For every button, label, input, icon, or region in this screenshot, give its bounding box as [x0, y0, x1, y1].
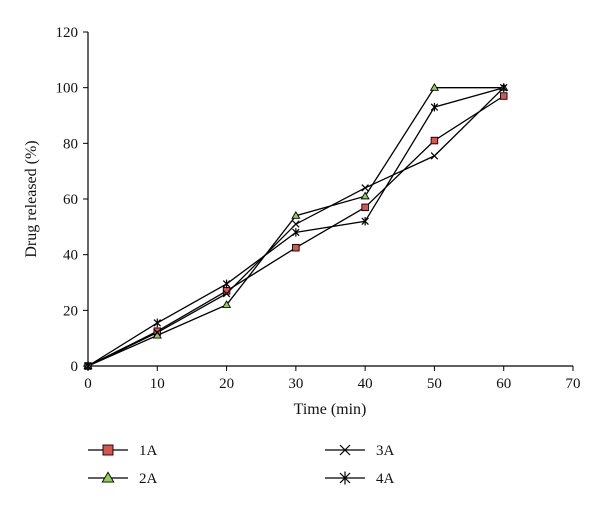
data-point-4a	[361, 216, 369, 226]
y-tick-label: 60	[63, 192, 78, 208]
data-point-4a	[222, 279, 231, 289]
data-point-4a	[430, 102, 439, 112]
data-point-2a	[221, 300, 232, 308]
data-point-3a	[430, 152, 439, 160]
legend-item-3a: 3A	[325, 443, 395, 459]
y-tick-label: 80	[63, 136, 78, 152]
data-point-3a	[153, 328, 162, 337]
y-tick-label: 120	[56, 25, 79, 41]
legend-label: 3A	[376, 443, 395, 459]
legend-marker-4a	[339, 471, 351, 485]
data-point-4a	[292, 228, 300, 237]
legend-item-1a: 1A	[88, 443, 158, 459]
data-point-2a	[429, 82, 440, 91]
legend-label: 4A	[376, 471, 395, 487]
legend-label: 2A	[139, 471, 158, 487]
data-point-3a	[292, 220, 300, 228]
legend: 1A 2A 3A 4A	[88, 443, 395, 487]
y-tick-label: 20	[63, 303, 78, 319]
y-tick-label: 40	[63, 248, 78, 264]
data-point-1a	[292, 243, 300, 252]
x-tick-label: 0	[84, 376, 92, 392]
y-tick-label: 0	[71, 359, 79, 375]
x-tick-label: 10	[150, 376, 165, 392]
x-tick-label: 50	[427, 376, 442, 392]
data-point-1a	[499, 92, 508, 100]
series-lines	[87, 87, 505, 367]
data-point-2a	[291, 211, 301, 219]
series-markers	[83, 82, 509, 371]
x-tick-label: 20	[219, 376, 234, 392]
y-tick-label: 100	[56, 81, 79, 97]
data-point-4a	[84, 361, 92, 371]
series-line-4a	[87, 87, 504, 367]
data-point-3a	[222, 289, 231, 298]
x-tick-label: 60	[496, 376, 511, 392]
legend-label: 1A	[139, 443, 158, 459]
data-point-4a	[499, 83, 508, 92]
legend-item-4a: 4A	[325, 471, 395, 487]
data-point-2a	[360, 191, 370, 200]
x-axis-title: Time (min)	[294, 401, 367, 418]
axes	[87, 32, 573, 367]
x-tick-label: 40	[358, 376, 373, 392]
series-line-3a	[87, 87, 505, 367]
legend-marker-1a	[102, 444, 114, 456]
x-tick-label: 30	[288, 376, 303, 392]
data-point-1a	[430, 136, 439, 145]
data-point-3a	[361, 184, 369, 192]
data-point-4a	[153, 318, 162, 328]
legend-marker-2a	[101, 471, 115, 483]
legend-item-2a: 2A	[88, 471, 158, 487]
data-point-1a	[361, 203, 369, 212]
legend-marker-3a	[339, 444, 351, 456]
x-tick-label: 70	[566, 376, 581, 392]
series-line-2a	[87, 87, 504, 367]
y-axis-title: Drug released (%)	[23, 140, 40, 257]
